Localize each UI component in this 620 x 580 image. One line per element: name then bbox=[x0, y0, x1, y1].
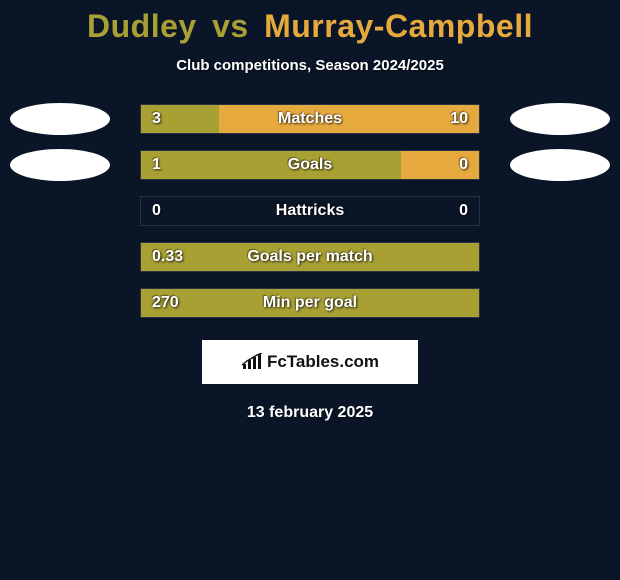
stat-label: Min per goal bbox=[263, 294, 357, 312]
stat-label: Matches bbox=[278, 110, 342, 128]
stats-rows: 3 Matches 10 1 Goals 0 0 Hattricks 0 0.33 Goals pe… bbox=[0, 104, 620, 318]
right-value: 10 bbox=[450, 110, 468, 128]
left-value: 1 bbox=[152, 156, 161, 174]
player1-avatar bbox=[10, 103, 110, 135]
stat-row: 0.33 Goals per match bbox=[0, 242, 620, 272]
right-value: 0 bbox=[459, 202, 468, 220]
player2-avatar bbox=[510, 103, 610, 135]
right-value: 0 bbox=[459, 156, 468, 174]
player2-name: Murray-Campbell bbox=[264, 8, 533, 44]
page-title: Dudley vs Murray-Campbell bbox=[0, 8, 620, 45]
stat-row: 0 Hattricks 0 bbox=[0, 196, 620, 226]
left-value: 0 bbox=[152, 202, 161, 220]
left-value: 0.33 bbox=[152, 248, 183, 266]
player1-avatar bbox=[10, 149, 110, 181]
stat-row: 1 Goals 0 bbox=[0, 150, 620, 180]
stat-label: Goals per match bbox=[247, 248, 372, 266]
bar-left bbox=[141, 151, 401, 179]
comparison-card: Dudley vs Murray-Campbell Club competiti… bbox=[0, 0, 620, 422]
logo-box[interactable]: FcTables.com bbox=[202, 340, 418, 384]
left-value: 3 bbox=[152, 110, 161, 128]
date-label: 13 february 2025 bbox=[0, 404, 620, 422]
player2-avatar bbox=[510, 149, 610, 181]
player1-name: Dudley bbox=[87, 8, 197, 44]
bars-chart-icon bbox=[241, 353, 263, 371]
logo-text: FcTables.com bbox=[267, 352, 379, 372]
left-value: 270 bbox=[152, 294, 179, 312]
stat-label: Goals bbox=[288, 156, 332, 174]
vs-label: vs bbox=[212, 8, 249, 44]
stat-label: Hattricks bbox=[276, 202, 344, 220]
subtitle: Club competitions, Season 2024/2025 bbox=[0, 57, 620, 74]
stat-row: 3 Matches 10 bbox=[0, 104, 620, 134]
bar-right bbox=[219, 105, 479, 133]
stat-row: 270 Min per goal bbox=[0, 288, 620, 318]
